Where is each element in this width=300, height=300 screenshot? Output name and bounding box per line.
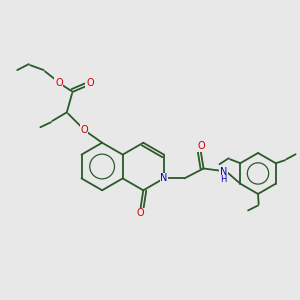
Text: N: N <box>220 167 227 177</box>
Text: O: O <box>80 124 88 134</box>
Text: N: N <box>160 173 168 183</box>
Text: O: O <box>86 78 94 88</box>
Text: H: H <box>220 175 226 184</box>
Text: O: O <box>197 141 205 151</box>
Text: O: O <box>55 78 63 88</box>
Text: O: O <box>137 208 145 218</box>
